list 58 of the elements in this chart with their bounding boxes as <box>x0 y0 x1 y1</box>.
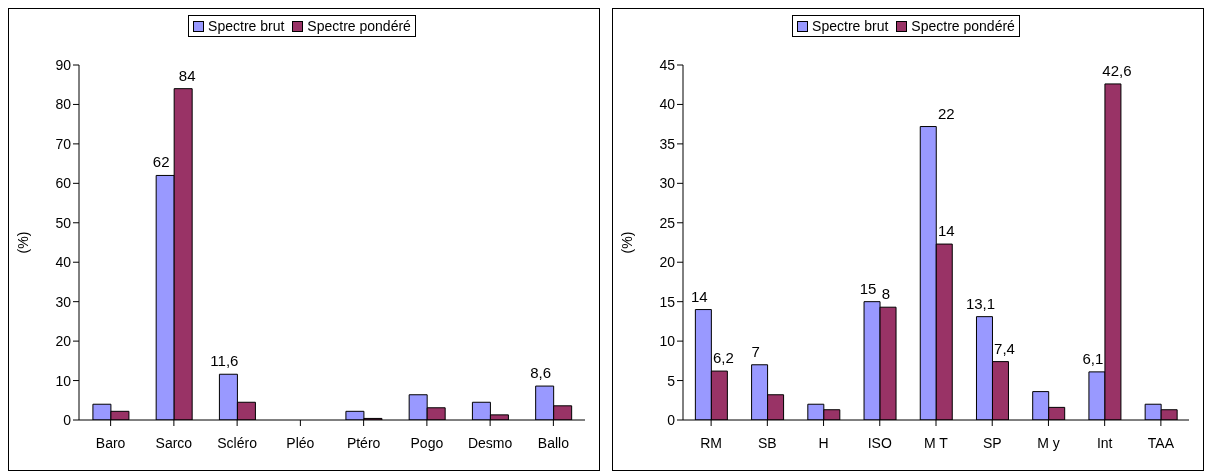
legend-label: Spectre pondéré <box>910 18 1015 34</box>
x-tick-label: Int <box>1096 434 1113 451</box>
x-tick-label: Pogo <box>410 434 444 451</box>
data-label: 11,6 <box>210 352 239 370</box>
y-tick-label: 80 <box>55 96 72 113</box>
y-axis-title: (%) <box>14 231 31 254</box>
data-label: 7,4 <box>994 339 1015 357</box>
data-label: 84 <box>178 66 196 84</box>
data-label: 13,1 <box>965 294 996 312</box>
x-tick-label: RM <box>700 434 722 451</box>
legend-label: Spectre brut <box>811 18 889 34</box>
legend-label: Spectre brut <box>207 18 285 34</box>
y-tick-label: 0 <box>63 411 72 428</box>
data-label: 15 <box>859 279 877 297</box>
x-tick-label: SP <box>982 434 1002 451</box>
x-tick-label: Ptéro <box>346 434 381 451</box>
x-tick-label: Pléo <box>286 434 315 451</box>
y-tick-label: 60 <box>55 175 72 192</box>
y-tick-label: 10 <box>659 333 676 350</box>
data-label: 6,1 <box>1082 349 1104 367</box>
y-tick-label: 15 <box>659 293 676 310</box>
y-tick-label: 30 <box>55 293 72 310</box>
y-tick-label: 20 <box>659 254 676 271</box>
data-label: 6,2 <box>712 349 734 367</box>
data-label: 62 <box>152 153 170 171</box>
x-tick-label: M T <box>924 434 949 451</box>
data-label: 8,6 <box>530 364 552 382</box>
y-tick-label: 40 <box>659 96 676 113</box>
y-tick-label: 50 <box>55 214 72 231</box>
x-tick-label: Desmo <box>467 434 513 451</box>
y-axis-title: (%) <box>618 231 635 254</box>
x-tick-label: SB <box>757 434 777 451</box>
y-tick-label: 45 <box>659 56 676 73</box>
y-tick-label: 0 <box>667 411 676 428</box>
x-tick-label: M y <box>1037 434 1060 451</box>
y-tick-label: 30 <box>659 175 676 192</box>
data-label: 7 <box>751 342 760 360</box>
y-tick-label: 40 <box>55 254 72 271</box>
x-tick-label: Scléro <box>217 434 258 451</box>
y-tick-label: 35 <box>659 135 676 152</box>
legend-label: Spectre pondéré <box>306 18 411 34</box>
x-tick-label: ISO <box>867 434 892 451</box>
x-tick-label: Baro <box>95 434 126 451</box>
y-tick-label: 90 <box>55 56 72 73</box>
annotation: 22 <box>938 104 955 122</box>
data-label: 14 <box>691 287 708 305</box>
y-tick-label: 20 <box>55 333 72 350</box>
y-tick-label: 70 <box>55 135 72 152</box>
y-tick-label: 5 <box>667 372 676 389</box>
x-tick-label: Sarco <box>155 434 193 451</box>
y-tick-label: 10 <box>55 372 72 389</box>
annotation: 8 <box>881 285 891 303</box>
y-tick-label: 25 <box>659 214 676 231</box>
data-label: 42,6 <box>1102 61 1132 79</box>
x-tick-label: Ballo <box>537 434 570 451</box>
x-tick-label: H <box>818 434 829 451</box>
annotation: 14 <box>938 222 955 240</box>
x-tick-label: TAA <box>1147 434 1175 451</box>
